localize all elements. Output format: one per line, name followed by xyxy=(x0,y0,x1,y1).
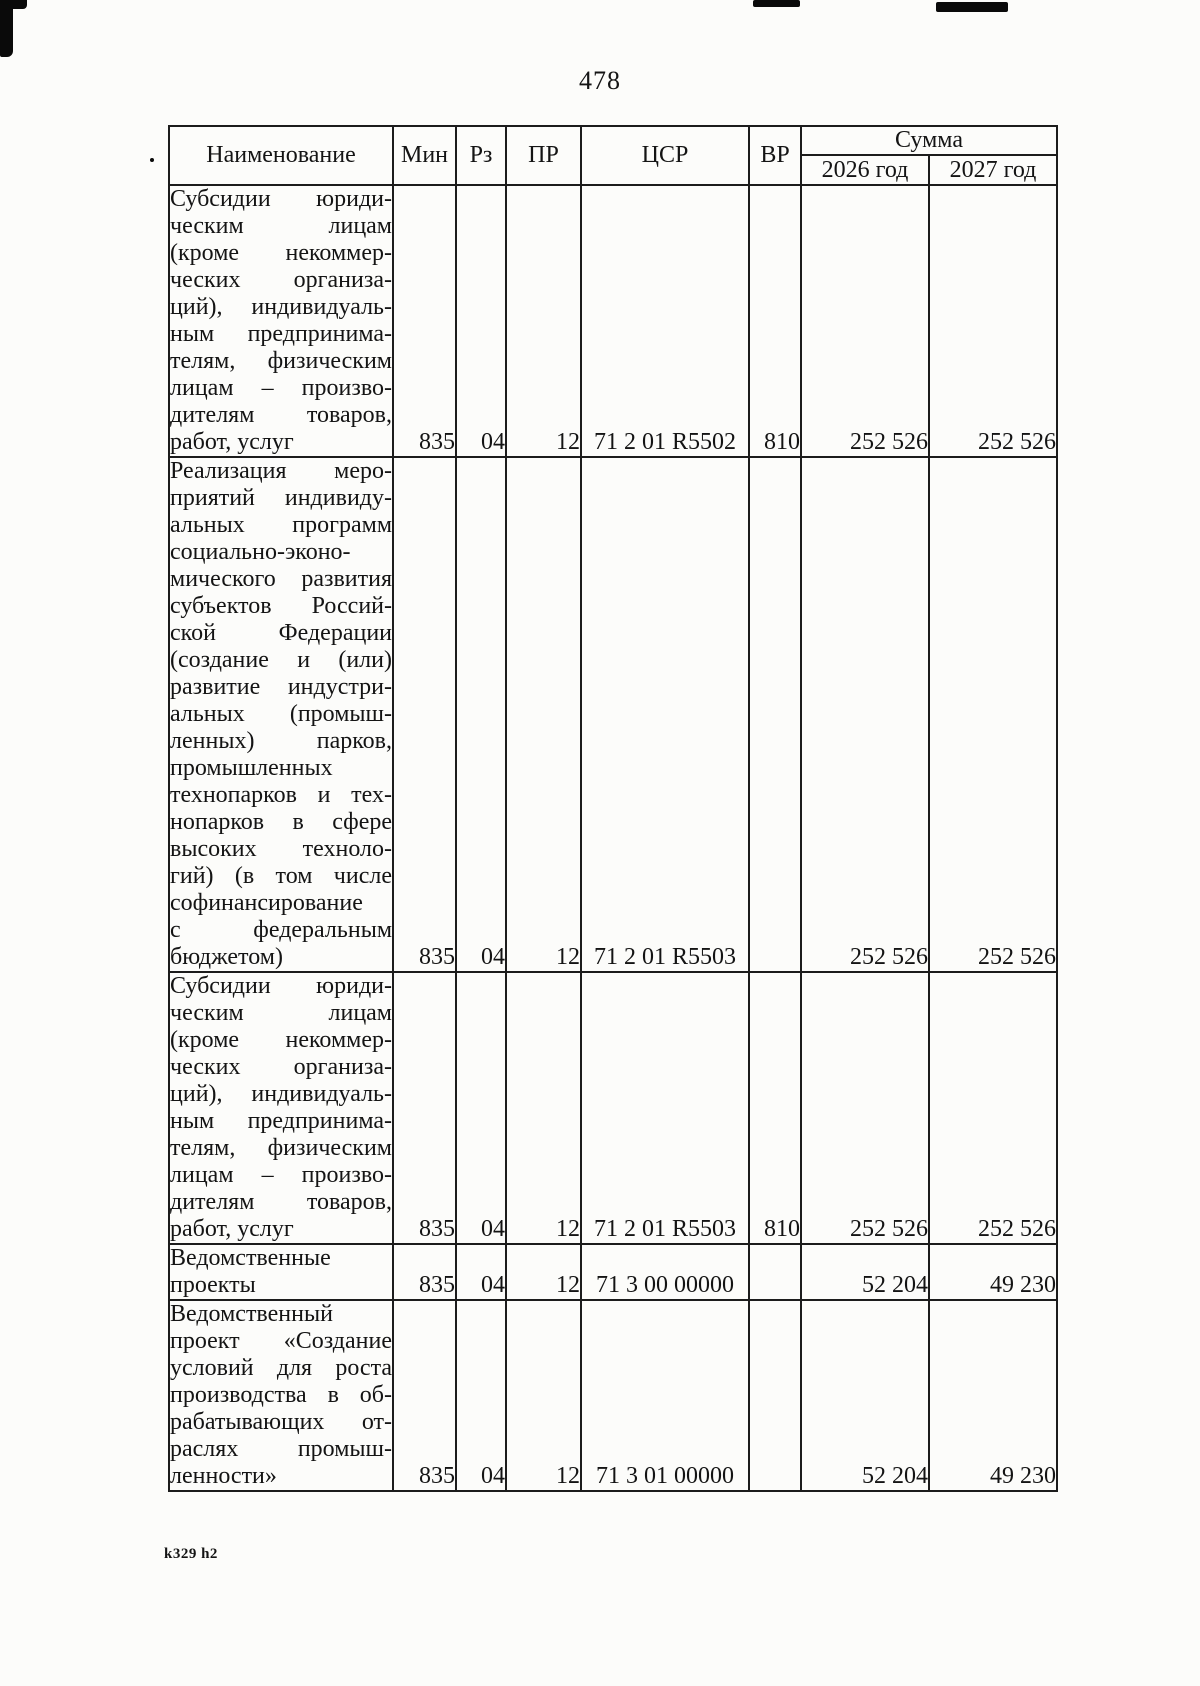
header-row: Наименование Мин Рз ПР ЦСР ВР Сумма xyxy=(168,125,1058,186)
col-header-sum: Сумма xyxy=(800,125,1058,156)
cell-vr: 810 xyxy=(748,971,802,1245)
cell-pr: 12 xyxy=(505,184,582,458)
cell-rz: 04 xyxy=(455,1243,507,1301)
cell-sum-2027: 252 526 xyxy=(928,971,1058,1245)
table-row: Реализация меро-приятий индивиду-альных … xyxy=(168,456,1058,973)
cell-vr xyxy=(748,456,802,973)
cell-csr: 71 3 01 00000 xyxy=(580,1299,750,1492)
cell-min: 835 xyxy=(392,456,457,973)
cell-pr: 12 xyxy=(505,456,582,973)
cell-sum-2026: 52 204 xyxy=(800,1299,930,1492)
page-number: 478 xyxy=(579,66,621,95)
cell-rz: 04 xyxy=(455,184,507,458)
scan-artifact xyxy=(753,0,800,7)
footer-code: k329 h2 xyxy=(164,1546,218,1562)
cell-sum-2026: 252 526 xyxy=(800,184,930,458)
cell-sum-2026: 252 526 xyxy=(800,456,930,973)
cell-pr: 12 xyxy=(505,1299,582,1492)
cell-csr: 71 2 01 R5503 xyxy=(580,971,750,1245)
cell-vr: 810 xyxy=(748,184,802,458)
cell-sum-2027: 252 526 xyxy=(928,184,1058,458)
row-name: Ведомственные проекты xyxy=(168,1243,394,1301)
budget-table: Наименование Мин Рз ПР ЦСР ВР Сумма 2026… xyxy=(168,125,1058,1492)
cell-sum-2027: 49 230 xyxy=(928,1243,1058,1301)
col-header-2026: 2026 год xyxy=(800,154,930,186)
table-row: Ведомственный проект «Создание условий для… xyxy=(168,1299,1058,1492)
cell-sum-2026: 52 204 xyxy=(800,1243,930,1301)
col-header-rz: Рз xyxy=(455,125,507,186)
cell-vr xyxy=(748,1299,802,1492)
scan-artifact xyxy=(150,158,154,162)
cell-sum-2027: 252 526 xyxy=(928,456,1058,973)
cell-min: 835 xyxy=(392,971,457,1245)
scan-artifact xyxy=(0,0,27,9)
cell-min: 835 xyxy=(392,1243,457,1301)
row-name: Субсидии юриди-ческим лицам (кроме некомм… xyxy=(168,184,394,458)
cell-sum-2027: 49 230 xyxy=(928,1299,1058,1492)
cell-pr: 12 xyxy=(505,1243,582,1301)
col-header-2027: 2027 год xyxy=(928,154,1058,186)
cell-min: 835 xyxy=(392,184,457,458)
col-header-csr: ЦСР xyxy=(580,125,750,186)
cell-rz: 04 xyxy=(455,456,507,973)
row-name: Реализация меро-приятий индивиду-альных … xyxy=(168,456,394,973)
col-header-name: Наименование xyxy=(168,125,394,186)
cell-rz: 04 xyxy=(455,1299,507,1492)
cell-rz: 04 xyxy=(455,971,507,1245)
col-header-vr: ВР xyxy=(748,125,802,186)
col-header-min: Мин xyxy=(392,125,457,186)
cell-csr: 71 2 01 R5503 xyxy=(580,456,750,973)
header-row-years: 2026 год 2027 год xyxy=(169,154,1058,186)
scan-artifact xyxy=(936,2,1008,12)
table-row: Ведомственные проекты 835 04 12 71 3 00 0… xyxy=(168,1243,1058,1301)
row-name: Субсидии юриди-ческим лицам (кроме некомм… xyxy=(168,971,394,1245)
col-header-pr: ПР xyxy=(505,125,582,186)
row-name: Ведомственный проект «Создание условий для… xyxy=(168,1299,394,1492)
scan-artifact xyxy=(0,0,13,57)
cell-vr xyxy=(748,1243,802,1301)
cell-pr: 12 xyxy=(505,971,582,1245)
cell-sum-2026: 252 526 xyxy=(800,971,930,1245)
cell-csr: 71 2 01 R5502 xyxy=(580,184,750,458)
table-row: Субсидии юриди-ческим лицам (кроме некомм… xyxy=(168,971,1058,1245)
cell-min: 835 xyxy=(392,1299,457,1492)
cell-csr: 71 3 00 00000 xyxy=(580,1243,750,1301)
table-row: Субсидии юриди-ческим лицам (кроме некомм… xyxy=(168,184,1058,458)
